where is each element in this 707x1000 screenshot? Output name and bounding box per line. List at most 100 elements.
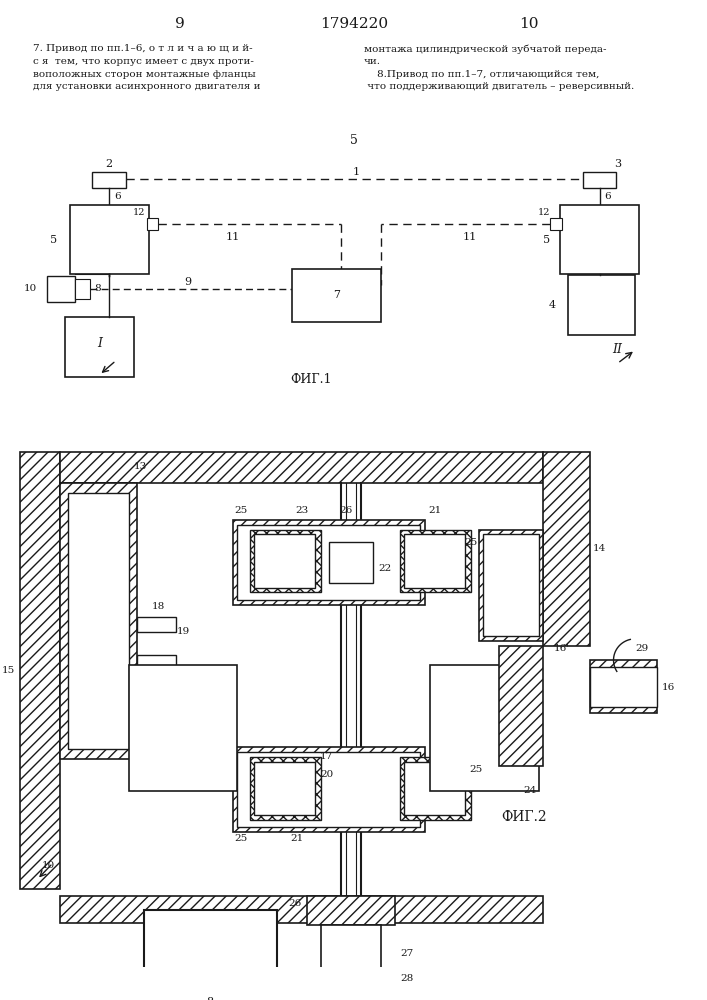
- Bar: [146, 218, 158, 230]
- Text: 24: 24: [524, 786, 537, 795]
- Text: 25: 25: [469, 765, 483, 774]
- Text: 7. Привод по пп.1–6, о т л и ч а ю щ и й-: 7. Привод по пп.1–6, о т л и ч а ю щ и й…: [33, 44, 253, 53]
- Bar: [65, 317, 134, 377]
- Bar: [129, 665, 238, 791]
- Text: 2: 2: [105, 159, 112, 169]
- Text: 5: 5: [350, 134, 358, 147]
- Bar: [430, 665, 539, 791]
- Text: 26: 26: [339, 506, 353, 515]
- Text: 12: 12: [538, 208, 550, 217]
- Bar: [307, 896, 395, 925]
- Text: 26: 26: [288, 899, 302, 908]
- Bar: [60, 483, 136, 759]
- Text: 6: 6: [604, 192, 612, 201]
- Text: 21: 21: [290, 834, 303, 843]
- Text: 28: 28: [400, 974, 414, 983]
- Text: 25: 25: [234, 506, 247, 515]
- Bar: [499, 646, 544, 766]
- Text: 16': 16': [554, 644, 569, 653]
- Bar: [21, 452, 60, 889]
- Text: 25: 25: [234, 834, 247, 843]
- Text: 4: 4: [549, 300, 556, 310]
- Bar: [93, 172, 126, 188]
- Text: 16: 16: [662, 683, 675, 692]
- Bar: [560, 205, 639, 274]
- Text: с я  тем, что корпус имеет с двух проти-: с я тем, что корпус имеет с двух проти-: [33, 57, 254, 66]
- Bar: [250, 757, 322, 820]
- Bar: [400, 757, 472, 820]
- Bar: [70, 205, 148, 274]
- Text: 1: 1: [352, 167, 359, 177]
- Bar: [400, 530, 472, 592]
- Text: 9: 9: [185, 277, 192, 287]
- Bar: [144, 910, 277, 1000]
- Bar: [60, 896, 544, 923]
- Text: ФИГ.1: ФИГ.1: [291, 373, 332, 386]
- Bar: [255, 762, 315, 815]
- Bar: [479, 530, 544, 641]
- Bar: [329, 542, 373, 583]
- Text: 5: 5: [543, 235, 550, 245]
- Bar: [550, 218, 562, 230]
- Text: 18: 18: [152, 602, 165, 611]
- Text: ФИГ.2: ФИГ.2: [501, 810, 547, 824]
- Bar: [590, 660, 657, 713]
- Bar: [255, 534, 315, 588]
- Text: 8: 8: [94, 284, 101, 293]
- Bar: [307, 981, 395, 1000]
- Bar: [544, 452, 590, 646]
- Text: 29: 29: [636, 644, 649, 653]
- Text: I: I: [97, 337, 102, 350]
- Text: 1794220: 1794220: [320, 17, 388, 31]
- Bar: [136, 655, 176, 671]
- Text: 14: 14: [592, 544, 606, 553]
- Text: 10: 10: [42, 861, 55, 870]
- Text: 21: 21: [428, 506, 441, 515]
- Bar: [68, 493, 129, 749]
- Bar: [75, 279, 90, 299]
- Bar: [590, 667, 657, 707]
- Text: чи.: чи.: [364, 57, 381, 66]
- Bar: [583, 172, 617, 188]
- Bar: [322, 925, 380, 983]
- Bar: [250, 530, 322, 592]
- Text: 22: 22: [379, 564, 392, 573]
- Bar: [404, 534, 465, 588]
- Text: 25: 25: [464, 538, 478, 547]
- Text: 10: 10: [24, 284, 37, 293]
- Text: 27: 27: [400, 949, 414, 958]
- Text: II: II: [612, 343, 622, 356]
- Bar: [484, 534, 539, 636]
- Text: 15: 15: [2, 666, 16, 675]
- Text: 7: 7: [333, 290, 339, 300]
- Bar: [233, 747, 425, 832]
- Text: 9: 9: [175, 17, 185, 31]
- Text: 13: 13: [134, 462, 147, 471]
- Text: 8: 8: [206, 997, 214, 1000]
- Bar: [238, 752, 420, 827]
- Text: 3: 3: [614, 159, 621, 169]
- Text: 20: 20: [320, 770, 333, 779]
- Text: монтажа цилиндрической зубчатой переда-: монтажа цилиндрической зубчатой переда-: [364, 44, 607, 54]
- Text: 11: 11: [226, 232, 240, 242]
- Text: 8.Привод по пп.1–7, отличающийся тем,: 8.Привод по пп.1–7, отличающийся тем,: [364, 70, 599, 79]
- Text: воположных сторон монтажные фланцы: воположных сторон монтажные фланцы: [33, 70, 256, 79]
- Text: 19: 19: [177, 627, 189, 636]
- Text: 10: 10: [519, 17, 539, 31]
- Text: 17: 17: [320, 752, 333, 761]
- Bar: [568, 275, 636, 335]
- Bar: [404, 762, 465, 815]
- Bar: [136, 617, 176, 632]
- Text: 6: 6: [114, 192, 121, 201]
- Text: 23: 23: [295, 506, 308, 515]
- Bar: [60, 483, 134, 754]
- Text: 12: 12: [133, 208, 146, 217]
- Bar: [238, 525, 420, 600]
- Text: 11: 11: [462, 232, 477, 242]
- Bar: [60, 452, 544, 483]
- Bar: [47, 276, 75, 302]
- Bar: [65, 488, 129, 749]
- Text: для установки асинхронного двигателя и: для установки асинхронного двигателя и: [33, 82, 261, 91]
- Text: 5: 5: [49, 235, 57, 245]
- Text: что поддерживающий двигатель – реверсивный.: что поддерживающий двигатель – реверсивн…: [364, 82, 634, 91]
